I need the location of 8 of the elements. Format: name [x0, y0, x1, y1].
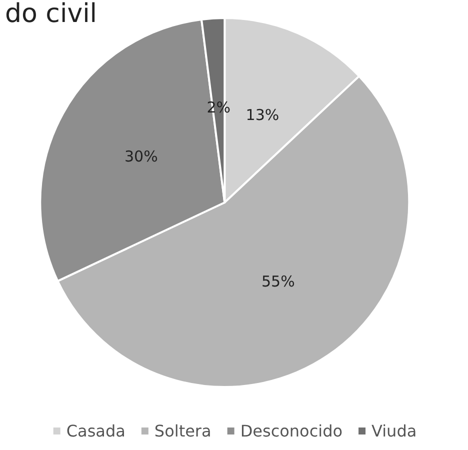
legend-label: Soltera	[154, 422, 212, 440]
legend-label: Desconocido	[240, 422, 343, 440]
data-label: 30%	[124, 148, 158, 166]
data-label: 13%	[246, 106, 280, 124]
legend-label: Viuda	[372, 422, 417, 440]
chart-title: do civil	[5, 0, 98, 29]
legend-label: Casada	[66, 422, 126, 440]
data-label: 55%	[262, 272, 295, 290]
